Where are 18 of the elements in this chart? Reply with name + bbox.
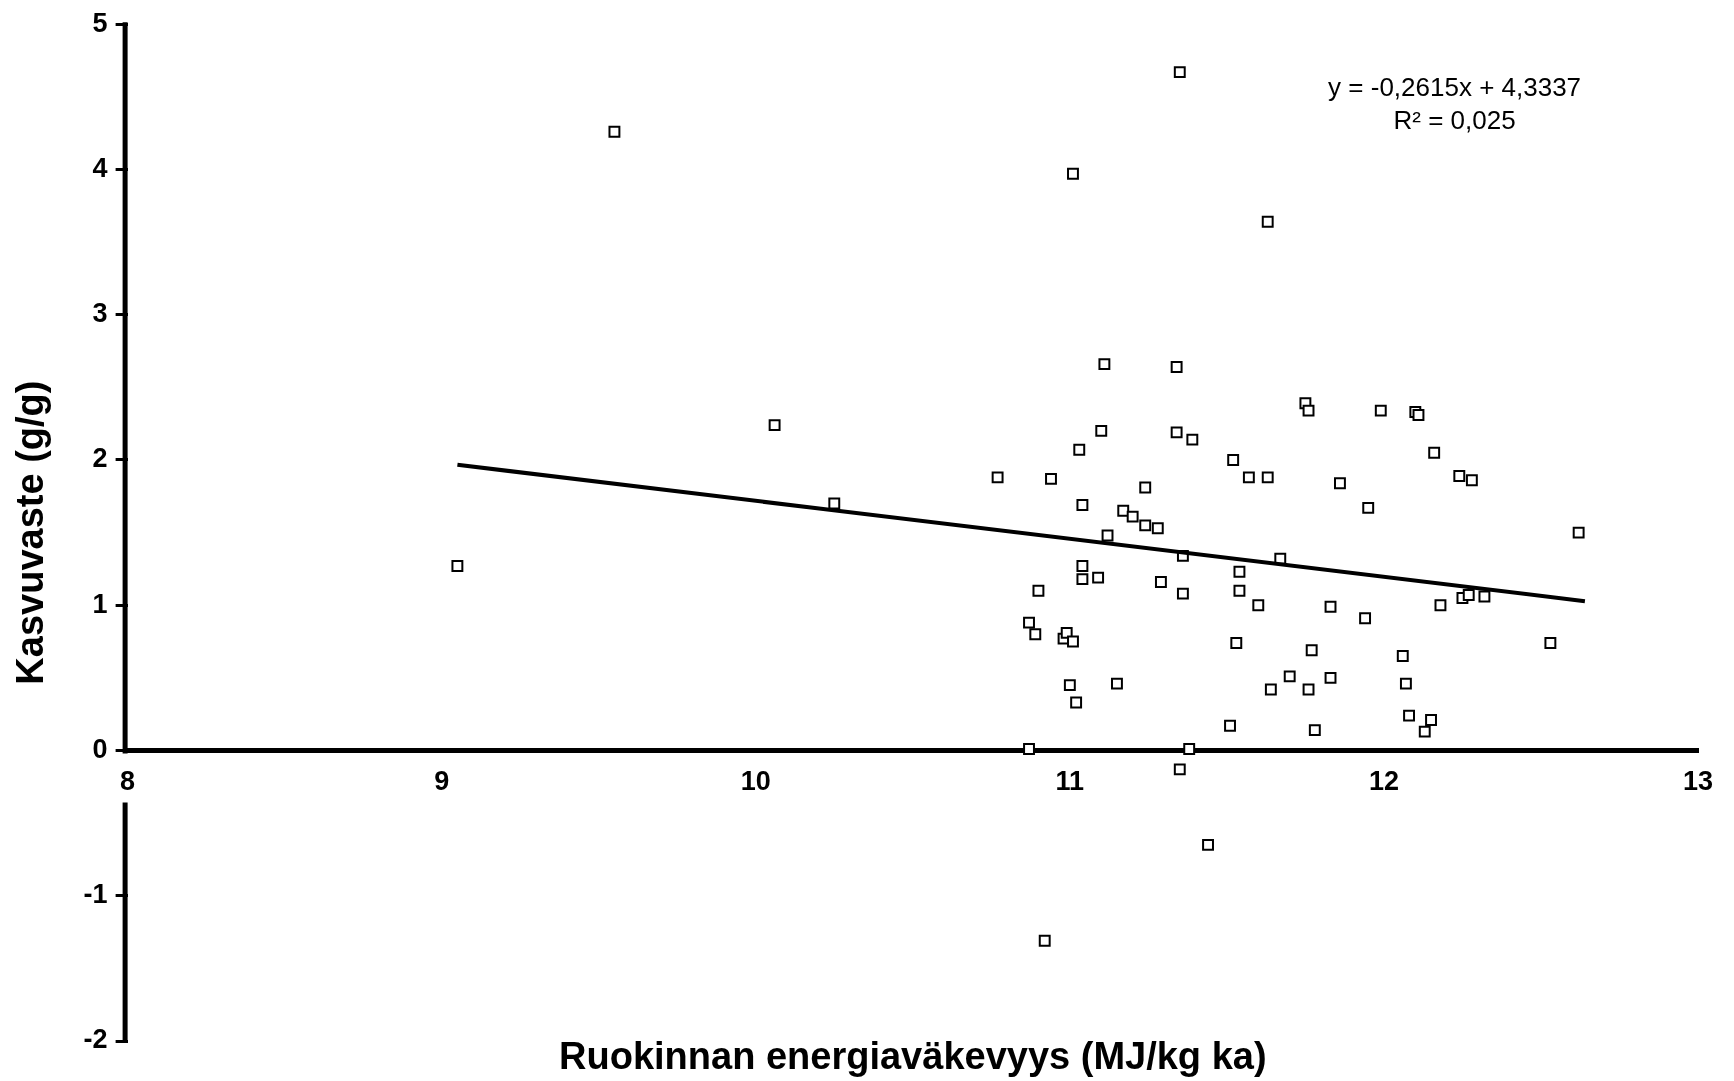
- x-tick-label: 11: [1055, 766, 1085, 797]
- x-tick-label: 10: [740, 766, 771, 797]
- y-tick-label: 3: [92, 298, 108, 329]
- y-tick-label: 2: [92, 443, 108, 474]
- annotation: R² = 0,025: [1393, 105, 1516, 136]
- y-tick-label: 4: [92, 152, 108, 183]
- x-tick-label: 12: [1368, 766, 1399, 797]
- y-tick-label: -2: [83, 1024, 108, 1055]
- x-tick-label: 9: [434, 766, 450, 797]
- y-tick-label: 0: [92, 733, 108, 764]
- x-tick-label: 8: [120, 766, 136, 797]
- y-tick-label: 5: [92, 7, 108, 38]
- annotation: y = -0,2615x + 4,3337: [1328, 72, 1582, 103]
- x-axis-title: Ruokinnan energiaväkevyys (MJ/kg ka): [559, 1035, 1267, 1078]
- y-axis-title: Kasvuvaste (g/g): [9, 380, 52, 685]
- x-tick-label: 13: [1682, 766, 1714, 797]
- y-tick-label: -1: [83, 879, 108, 910]
- y-tick-label: 1: [92, 588, 108, 619]
